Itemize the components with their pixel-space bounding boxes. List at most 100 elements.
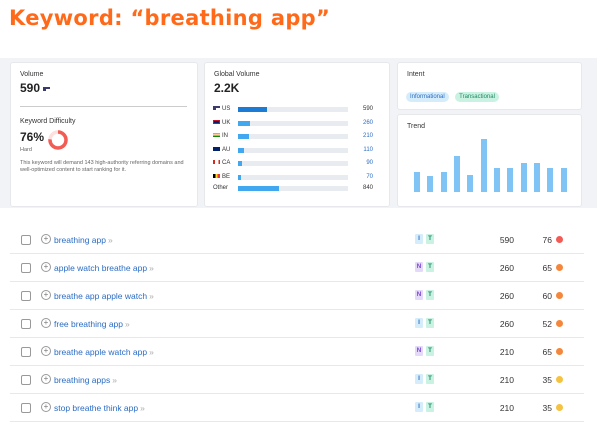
other-bar-track	[238, 186, 348, 191]
keyword-text: apple watch breathe app	[54, 263, 148, 273]
trend-bar	[440, 172, 447, 192]
keyword-link[interactable]: free breathing app»	[54, 319, 130, 329]
add-keyword-icon[interactable]: +	[41, 290, 51, 300]
kd-value: 35	[542, 375, 552, 385]
intent-badge-t: T	[426, 346, 434, 356]
double-chevron-icon: »	[149, 263, 154, 273]
row-checkbox[interactable]	[21, 235, 31, 245]
kd-percent: 76%	[20, 130, 45, 144]
us-flag-icon	[43, 86, 51, 91]
intent-badge-t: T	[426, 262, 434, 272]
intent-badge-t: T	[426, 374, 434, 384]
country-bar-fill	[238, 147, 244, 153]
trend-bar	[454, 155, 460, 192]
country-value: 260	[362, 119, 373, 126]
country-code-label: UK	[222, 119, 231, 126]
add-keyword-icon[interactable]: +	[41, 318, 51, 328]
kd-dot	[556, 348, 563, 355]
us-flag-icon	[213, 106, 220, 111]
country-code-label: AU	[222, 146, 231, 153]
volume-value: 210	[499, 403, 514, 413]
kd-dot	[556, 292, 563, 299]
add-keyword-icon[interactable]: +	[41, 346, 51, 356]
country-code-label: IN	[222, 133, 228, 139]
kd-dot	[556, 264, 563, 271]
volume-value: 210	[499, 375, 514, 385]
kd-value: 65	[542, 263, 552, 273]
intent-badge-t: T	[426, 234, 434, 244]
au-flag-icon	[213, 146, 220, 151]
country-bar-track	[238, 107, 348, 112]
row-checkbox[interactable]	[21, 347, 31, 357]
country-bar-track	[238, 161, 348, 166]
keyword-text: breathe app apple watch	[54, 291, 148, 301]
trend-chart	[413, 139, 573, 192]
add-keyword-icon[interactable]: +	[41, 402, 51, 412]
kd-level: Hard	[20, 147, 32, 153]
country-code: IN	[213, 133, 228, 139]
volume-kd-card: Volume 590 Keyword Difficulty 76% Hard T…	[10, 62, 198, 207]
kd-value: 76	[542, 235, 552, 245]
add-keyword-icon[interactable]: +	[41, 234, 51, 244]
country-row-au: AU 110	[213, 147, 383, 155]
volume-value: 590	[499, 235, 514, 245]
intent-tag-transactional[interactable]: Transactional	[455, 92, 499, 102]
intent-badge-i: I	[415, 374, 423, 384]
country-code-label: US	[222, 106, 231, 112]
volume-value: 210	[499, 347, 514, 357]
double-chevron-icon: »	[125, 319, 130, 329]
keyword-link[interactable]: apple watch breathe app»	[54, 263, 154, 273]
table-row: + breathing apps» I T 210 35	[10, 366, 584, 394]
country-code-label: CA	[222, 160, 231, 166]
country-value: 70	[366, 173, 373, 180]
country-value: 90	[366, 160, 373, 166]
keyword-link[interactable]: stop breathe think app»	[54, 403, 145, 413]
keyword-link[interactable]: breathing app»	[54, 235, 113, 245]
row-checkbox[interactable]	[21, 403, 31, 413]
intent-badge-t: T	[426, 318, 434, 328]
row-checkbox[interactable]	[21, 319, 31, 329]
kd-dot	[556, 404, 563, 411]
table-row: + apple watch breathe app» N T 260 65	[10, 254, 584, 282]
table-row: + free breathing app» I T 260 52	[10, 310, 584, 338]
row-checkbox[interactable]	[21, 263, 31, 273]
row-checkbox[interactable]	[21, 291, 31, 301]
row-checkbox[interactable]	[21, 375, 31, 385]
country-value: 110	[363, 146, 373, 153]
trend-bar	[507, 168, 514, 192]
country-bar-fill	[238, 120, 251, 126]
double-chevron-icon: »	[140, 403, 145, 413]
intent-badge-n: N	[415, 346, 423, 356]
keyword-link[interactable]: breathe apple watch app»	[54, 347, 154, 357]
intent-badge-n: N	[415, 290, 423, 300]
trend-bar	[534, 163, 540, 192]
country-bar-track	[238, 174, 348, 180]
add-keyword-icon[interactable]: +	[41, 374, 51, 384]
trend-bar	[520, 163, 527, 192]
keyword-link[interactable]: breathing apps»	[54, 375, 117, 385]
country-value: 210	[362, 133, 373, 139]
intent-card: Intent Informational Transactional	[397, 62, 582, 110]
volume-value: 260	[499, 319, 514, 329]
country-bar-fill	[238, 161, 243, 166]
intent-tag-informational[interactable]: Informational	[406, 92, 449, 102]
trend-bar	[494, 168, 500, 192]
intent-badge-t: T	[426, 402, 434, 412]
country-row-uk: UK 260	[213, 120, 383, 128]
country-bar-track	[238, 147, 348, 153]
kd-value: 52	[542, 319, 552, 329]
other-bar-fill	[238, 186, 279, 191]
country-bar-fill	[238, 174, 242, 180]
country-row-other: Other 840	[213, 185, 383, 193]
uk-flag-icon	[213, 119, 220, 124]
table-row: + breathing app» I T 590 76	[10, 226, 584, 254]
country-row-in: IN 210	[213, 133, 383, 141]
volume-label: Volume	[20, 71, 44, 78]
keyword-link[interactable]: breathe app apple watch»	[54, 291, 154, 301]
kd-description: This keyword will demand 143 high-author…	[20, 160, 184, 173]
country-row-ca: CA 90	[213, 160, 383, 168]
kd-dot	[556, 376, 563, 383]
double-chevron-icon: »	[112, 375, 117, 385]
add-keyword-icon[interactable]: +	[41, 262, 51, 272]
kd-donut-icon	[48, 130, 68, 150]
